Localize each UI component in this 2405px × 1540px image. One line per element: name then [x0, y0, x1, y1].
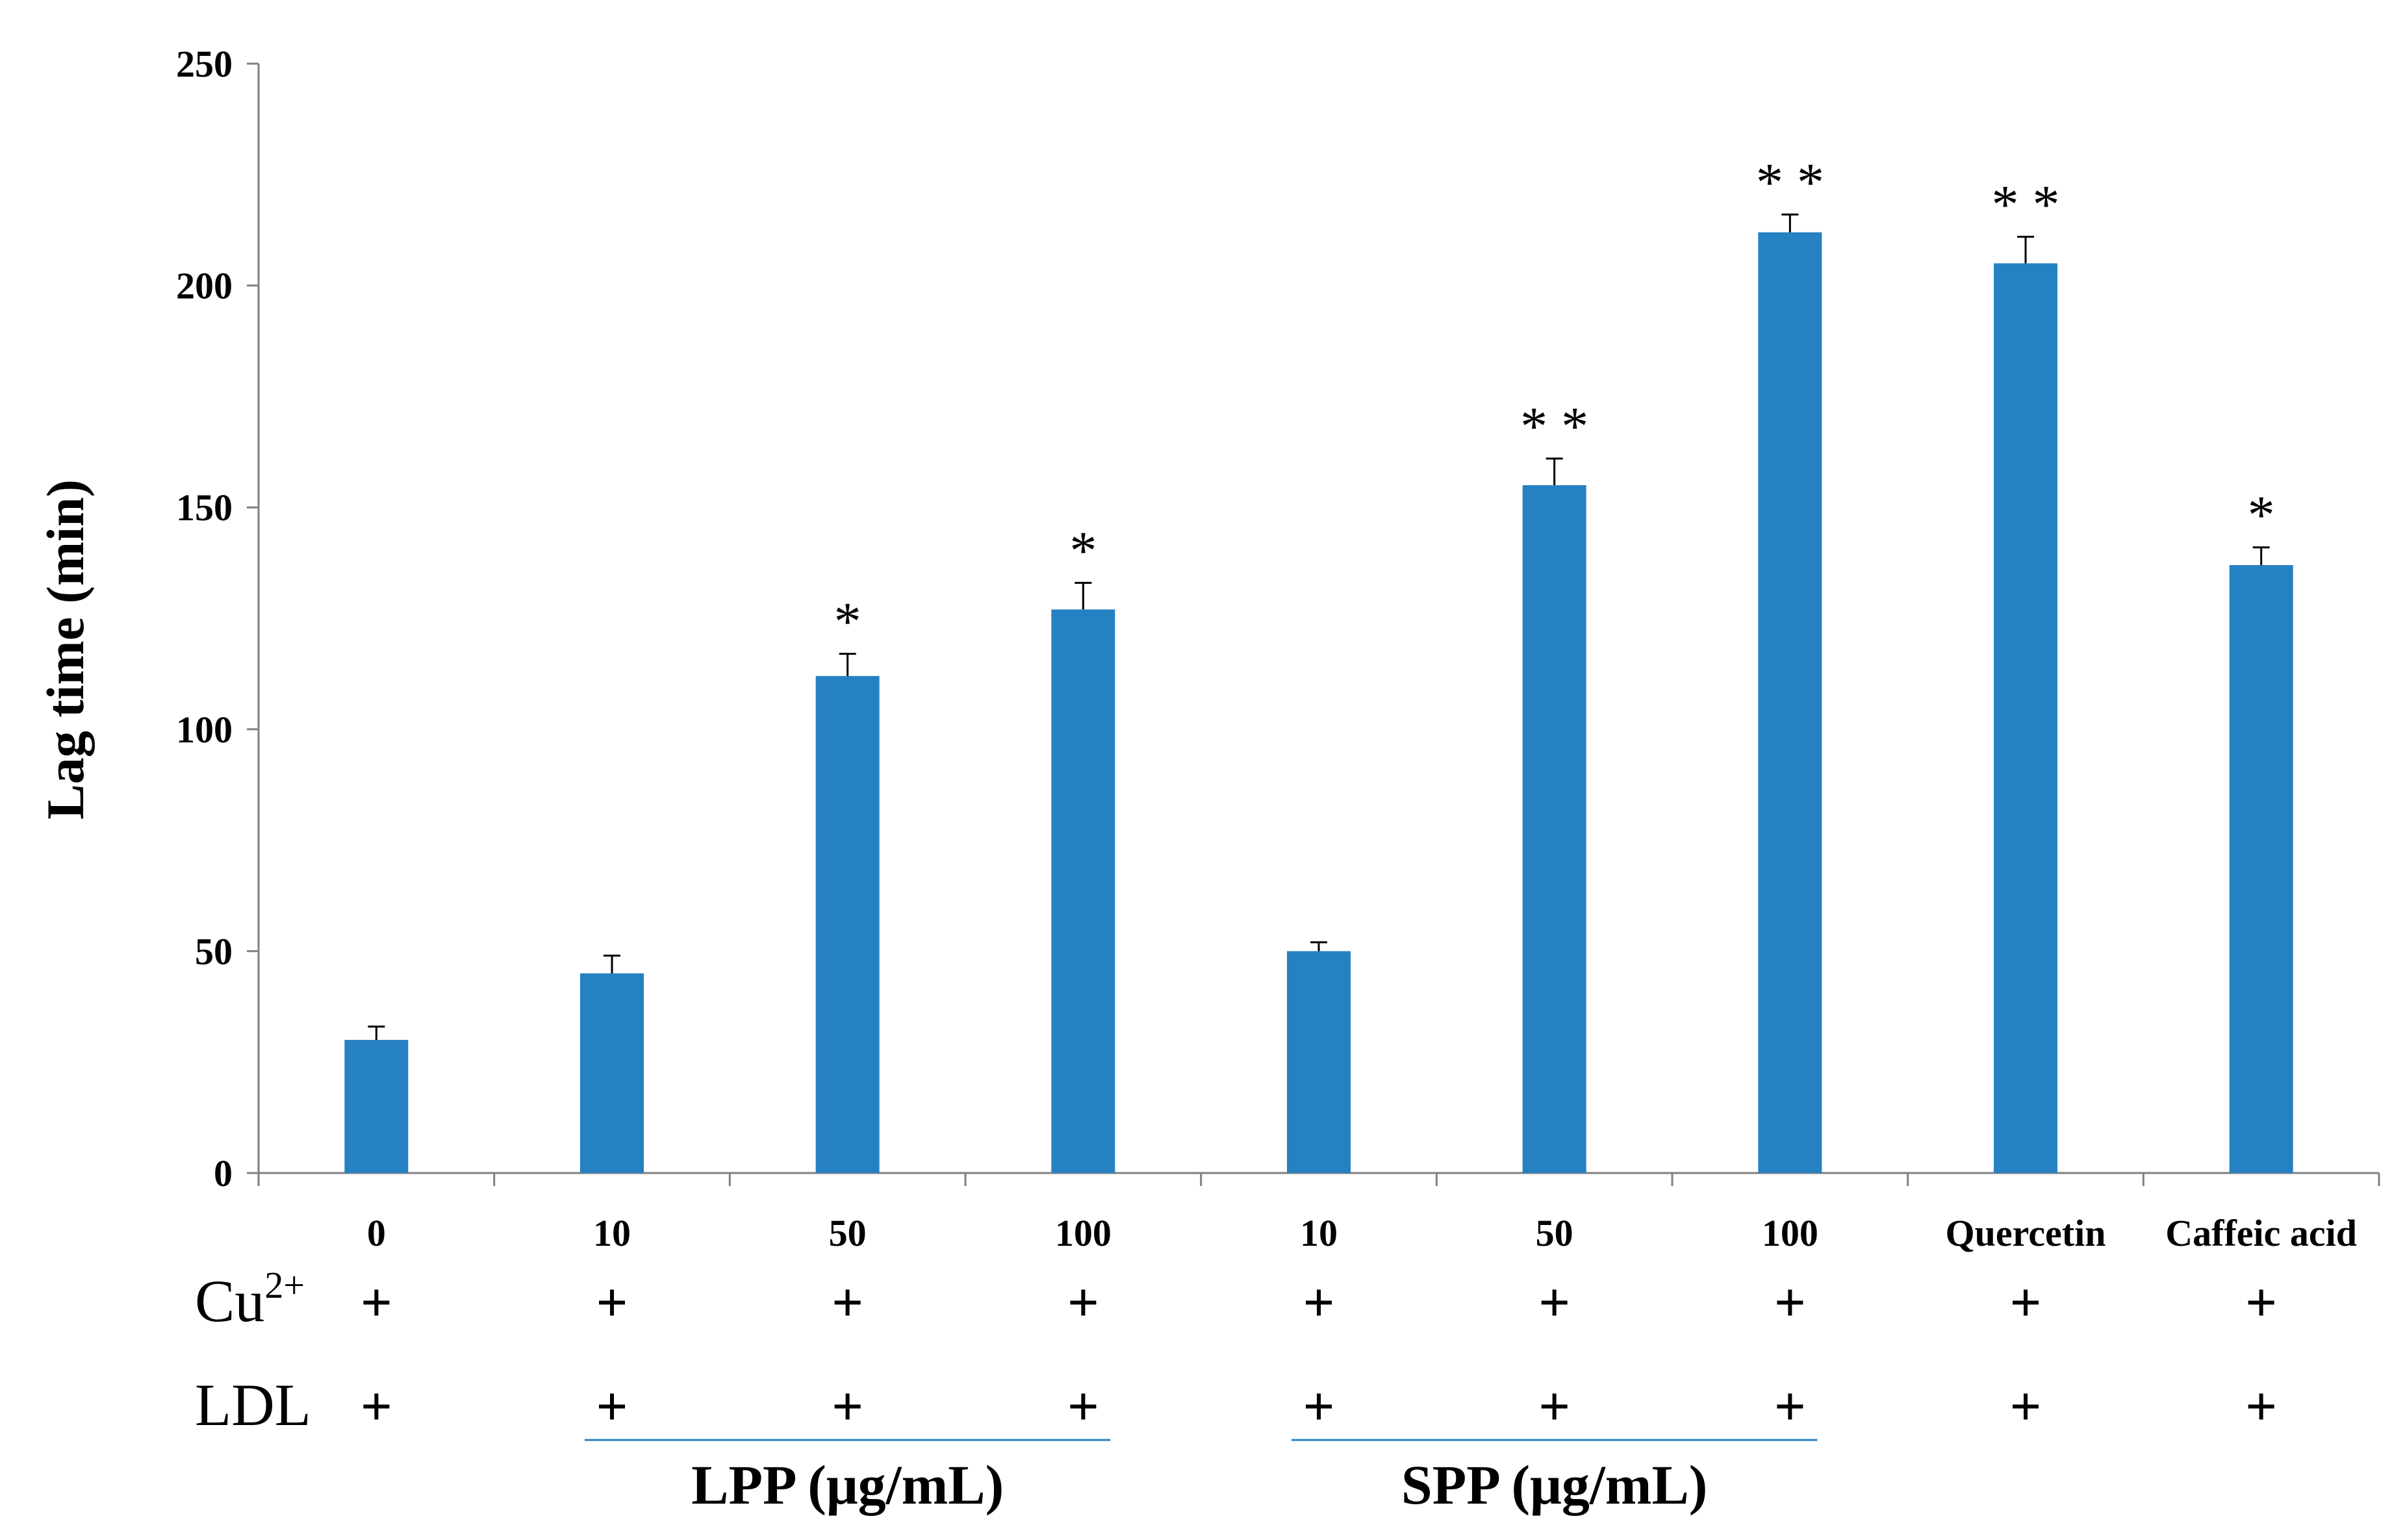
category-label: 100 [1762, 1212, 1818, 1254]
bar [1522, 485, 1586, 1173]
bar [815, 675, 880, 1173]
y-tick-label: 150 [176, 486, 233, 529]
category-label: 10 [1300, 1212, 1338, 1254]
group-label: SPP (μg/mL) [1401, 1454, 1708, 1516]
significance-marker: * * [1520, 396, 1588, 457]
significance-marker: * [2248, 485, 2275, 546]
treatment-mark: + [1774, 1375, 1806, 1437]
significance-marker: * * [1756, 152, 1824, 212]
category-label: Quercetin [1946, 1212, 2106, 1254]
y-tick-label: 50 [195, 930, 233, 972]
treatment-mark: + [1538, 1375, 1570, 1437]
category-label: 0 [367, 1212, 386, 1254]
group-labels: LPP (μg/mL) SPP (μg/mL) [585, 1439, 1818, 1516]
group-label: LPP (μg/mL) [691, 1454, 1004, 1516]
significance-marker: * [834, 592, 861, 652]
significance-markers: * * * * * * * * * [834, 152, 2275, 651]
y-axis-label: Lag time (min) [36, 479, 95, 820]
category-label: 50 [829, 1212, 867, 1254]
treatment-mark: + [1067, 1271, 1099, 1333]
treatment-rows: Cu2+ + + + + + + + + + LDL + + + + + + + + + [195, 1264, 2277, 1438]
y-tick-label: 0 [214, 1152, 233, 1194]
bar [344, 1040, 409, 1173]
error-bars [368, 213, 2270, 1041]
category-labels: 0 10 50 100 10 50 100 Quercetin Caffeic acid [367, 1212, 2357, 1254]
category-label: Caffeic acid [2165, 1212, 2357, 1254]
category-label: 10 [593, 1212, 631, 1254]
row-label: Cu2+ [195, 1264, 305, 1334]
treatment-mark: + [596, 1271, 628, 1333]
treatment-mark: + [2245, 1271, 2277, 1333]
treatment-mark: + [1067, 1375, 1099, 1437]
treatment-mark: + [1774, 1271, 1806, 1333]
y-tick-label: 100 [176, 709, 233, 751]
treatment-mark: + [361, 1271, 392, 1333]
treatment-mark: + [2009, 1375, 2041, 1437]
bars [344, 232, 2293, 1174]
bar [580, 973, 644, 1173]
bar [2229, 565, 2293, 1173]
category-label: 50 [1536, 1212, 1573, 1254]
treatment-mark: + [832, 1271, 863, 1333]
bar [1758, 232, 1822, 1174]
y-tick-label: 250 [176, 43, 233, 85]
treatment-mark: + [1303, 1375, 1334, 1437]
x-ticks [257, 1173, 2380, 1186]
treatment-mark: + [2009, 1271, 2041, 1333]
treatment-mark: + [2245, 1375, 2277, 1437]
bar [1287, 951, 1351, 1173]
treatment-mark: + [832, 1375, 863, 1437]
row-label: LDL [195, 1372, 311, 1438]
significance-marker: * * [1992, 174, 2060, 234]
significance-marker: * [1069, 520, 1097, 581]
treatment-mark: + [1303, 1271, 1334, 1333]
treatment-mark: + [596, 1375, 628, 1437]
y-tick-label: 200 [176, 265, 233, 307]
treatment-mark: + [361, 1375, 392, 1437]
category-label: 100 [1055, 1212, 1112, 1254]
y-ticks: 0 50 100 150 200 250 [176, 43, 259, 1194]
bar [1051, 609, 1115, 1173]
treatment-mark: + [1538, 1271, 1570, 1333]
bar [1994, 263, 2057, 1174]
